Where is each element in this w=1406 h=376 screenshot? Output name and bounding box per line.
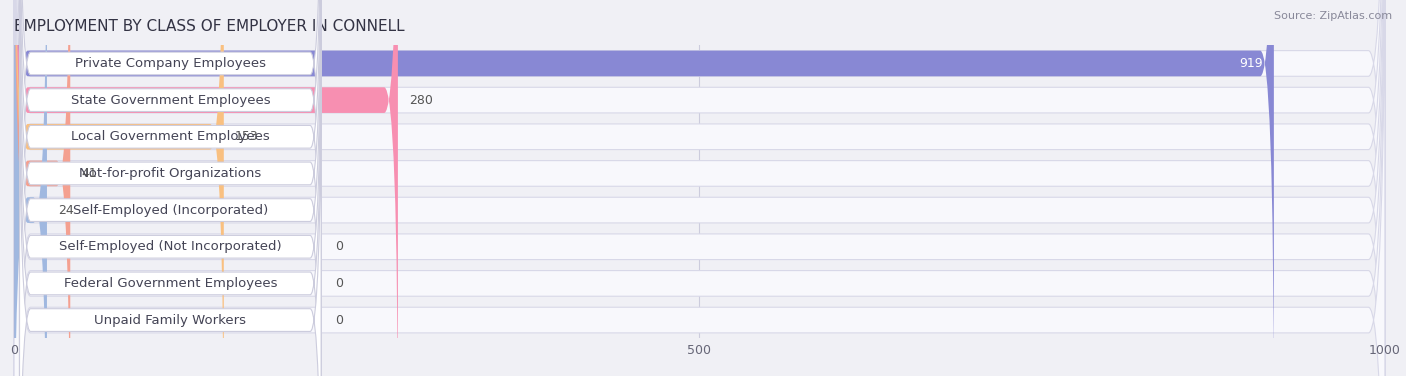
- Text: Federal Government Employees: Federal Government Employees: [63, 277, 277, 290]
- Text: 919: 919: [1239, 57, 1263, 70]
- FancyBboxPatch shape: [20, 0, 321, 376]
- FancyBboxPatch shape: [20, 2, 321, 376]
- FancyBboxPatch shape: [20, 0, 321, 376]
- Text: 0: 0: [335, 277, 343, 290]
- FancyBboxPatch shape: [14, 0, 398, 376]
- Text: Unpaid Family Workers: Unpaid Family Workers: [94, 314, 246, 327]
- FancyBboxPatch shape: [14, 0, 224, 376]
- FancyBboxPatch shape: [14, 0, 46, 376]
- Text: 153: 153: [235, 130, 259, 143]
- Text: 0: 0: [335, 240, 343, 253]
- FancyBboxPatch shape: [20, 0, 321, 346]
- Text: 41: 41: [82, 167, 97, 180]
- Text: 0: 0: [335, 314, 343, 327]
- FancyBboxPatch shape: [14, 0, 70, 376]
- Text: State Government Employees: State Government Employees: [70, 94, 270, 107]
- FancyBboxPatch shape: [14, 0, 1385, 376]
- FancyBboxPatch shape: [14, 0, 1274, 376]
- FancyBboxPatch shape: [14, 0, 1385, 376]
- Text: Local Government Employees: Local Government Employees: [70, 130, 270, 143]
- Text: Self-Employed (Not Incorporated): Self-Employed (Not Incorporated): [59, 240, 281, 253]
- Text: Self-Employed (Incorporated): Self-Employed (Incorporated): [73, 203, 269, 217]
- Text: 280: 280: [409, 94, 433, 107]
- FancyBboxPatch shape: [20, 0, 321, 376]
- Text: EMPLOYMENT BY CLASS OF EMPLOYER IN CONNELL: EMPLOYMENT BY CLASS OF EMPLOYER IN CONNE…: [14, 19, 405, 34]
- FancyBboxPatch shape: [20, 0, 321, 376]
- FancyBboxPatch shape: [14, 0, 1385, 376]
- Text: Not-for-profit Organizations: Not-for-profit Organizations: [79, 167, 262, 180]
- Text: Source: ZipAtlas.com: Source: ZipAtlas.com: [1274, 11, 1392, 21]
- FancyBboxPatch shape: [20, 38, 321, 376]
- Text: Private Company Employees: Private Company Employees: [75, 57, 266, 70]
- FancyBboxPatch shape: [14, 0, 1385, 376]
- FancyBboxPatch shape: [20, 0, 321, 376]
- FancyBboxPatch shape: [14, 0, 1385, 376]
- Text: 24: 24: [58, 203, 73, 217]
- FancyBboxPatch shape: [14, 0, 1385, 376]
- FancyBboxPatch shape: [14, 0, 1385, 376]
- FancyBboxPatch shape: [14, 0, 1385, 376]
